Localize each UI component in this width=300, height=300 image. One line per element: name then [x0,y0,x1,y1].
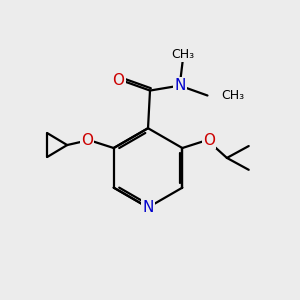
Text: CH₃: CH₃ [171,48,194,62]
Text: N: N [142,200,154,215]
Text: O: O [112,73,124,88]
Text: CH₃: CH₃ [221,89,244,102]
Text: O: O [81,133,93,148]
Text: N: N [174,78,185,93]
Text: O: O [203,133,215,148]
